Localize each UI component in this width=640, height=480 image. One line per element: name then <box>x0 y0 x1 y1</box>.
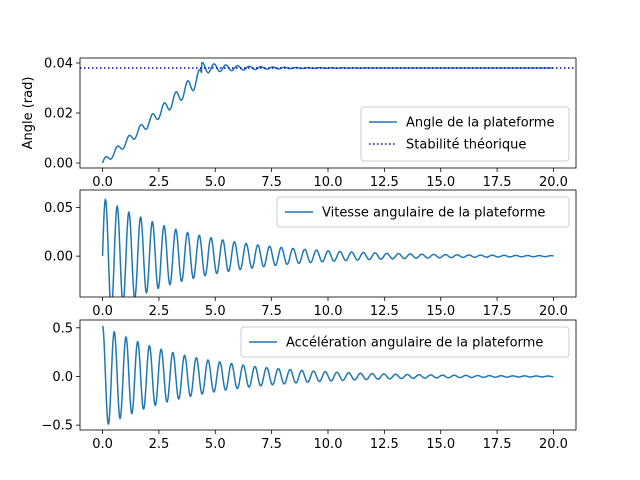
x-tick-label: 10.0 <box>314 304 343 319</box>
legend: Angle de la plateforme Stabilité théoriqu… <box>360 106 570 162</box>
x-tick-label: 5.0 <box>205 437 226 452</box>
x-tick-label: 0.0 <box>92 437 113 452</box>
legend-box <box>276 196 570 228</box>
x-tick-label: 17.5 <box>483 437 512 452</box>
y-tick-label: −0.5 <box>41 419 73 434</box>
x-tick-label: 2.5 <box>149 304 170 319</box>
y-tick-label: 0.05 <box>44 201 73 216</box>
subplot-1: 0.0 2.5 5.0 7.5 10.0 12.5 15.0 17.5 20.0 0.00 0.02… <box>21 57 577 190</box>
x-tick-label: 12.5 <box>370 304 399 319</box>
legend-label: Angle de la plateforme <box>406 116 554 131</box>
y-tick-label: 0.04 <box>44 57 73 72</box>
legend-label: Vitesse angulaire de la plateforme <box>322 206 545 221</box>
x-tick-label: 12.5 <box>370 175 399 190</box>
series-line-3-1 <box>101 325 554 426</box>
x-tick-label: 20.0 <box>539 175 568 190</box>
subplot-3: 0.0 2.5 5.0 7.5 10.0 12.5 15.0 17.5 20.0 −0.5 0.0 0… <box>41 319 577 452</box>
subplot-2: 0.0 2.5 5.0 7.5 10.0 12.5 15.0 17.5 20.0 0.00 0.05… <box>44 189 577 319</box>
legend-label: Stabilité théorique <box>406 138 526 153</box>
x-tick-label: 2.5 <box>149 175 170 190</box>
x-tick-label: 5.0 <box>205 175 226 190</box>
y-tick-label: 0.0 <box>52 370 73 385</box>
x-tick-label: 15.0 <box>426 437 455 452</box>
legend-box <box>240 326 570 358</box>
x-tick-label: 20.0 <box>539 437 568 452</box>
x-tick-label: 0.0 <box>92 175 113 190</box>
legend-label: Accélération angulaire de la plateforme <box>286 336 543 351</box>
y-tick-label: 0.00 <box>44 157 73 172</box>
x-tick-label: 17.5 <box>483 304 512 319</box>
x-tick-label: 12.5 <box>370 437 399 452</box>
x-tick-label: 7.5 <box>261 175 282 190</box>
y-tick-label: 0.5 <box>52 321 73 336</box>
x-tick-label: 7.5 <box>261 304 282 319</box>
y-axis-label: Angle (rad) <box>21 77 36 150</box>
x-tick-label: 5.0 <box>205 304 226 319</box>
x-tick-label: 17.5 <box>483 175 512 190</box>
x-tick-label: 15.0 <box>426 175 455 190</box>
y-tick-label: 0.02 <box>44 107 73 122</box>
x-tick-label: 7.5 <box>261 437 282 452</box>
series-line-2-1 <box>101 198 554 297</box>
legend-box <box>360 106 570 162</box>
legend: Accélération angulaire de la plateforme <box>240 326 570 358</box>
x-tick-label: 0.0 <box>92 304 113 319</box>
x-tick-label: 15.0 <box>426 304 455 319</box>
x-tick-label: 20.0 <box>539 304 568 319</box>
x-tick-label: 2.5 <box>149 437 170 452</box>
legend: Vitesse angulaire de la plateforme <box>276 196 570 228</box>
x-tick-label: 10.0 <box>314 437 343 452</box>
y-tick-label: 0.00 <box>44 250 73 265</box>
x-tick-label: 10.0 <box>314 175 343 190</box>
